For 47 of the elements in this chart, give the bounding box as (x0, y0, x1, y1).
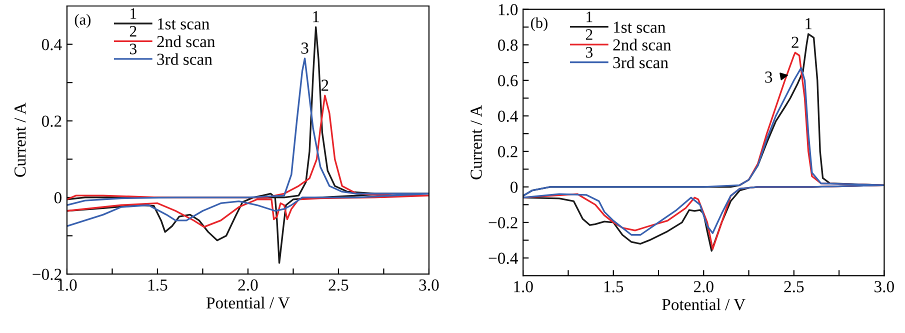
text: 3 (130, 44, 137, 54)
text: 2 (586, 29, 592, 40)
line-series (66, 94, 429, 228)
text: 1 (130, 8, 136, 19)
x-tick-label: 1.5 (604, 281, 624, 292)
legend-label: 1st scan (158, 18, 210, 30)
y-tick-label: 1.0 (498, 4, 518, 16)
y-axis-title: Current / A (470, 105, 482, 180)
chart-title: (b) (530, 17, 548, 32)
x-tick-label: 1.0 (514, 281, 533, 292)
legend-label: 1st scan (614, 22, 666, 33)
y-tick-label: 0.8 (498, 40, 518, 51)
y-tick-label: 0.6 (498, 75, 518, 86)
x-axis-title: Potential / V (206, 296, 290, 309)
x-tick-label: 2.0 (694, 281, 714, 292)
chart-title: (a) (74, 14, 90, 28)
y-tick-label: 0.4 (498, 110, 518, 122)
text: 3 (586, 47, 593, 58)
text: 1 (586, 12, 592, 22)
annotation: 2 (321, 80, 328, 91)
legend-label: 3rd scan (613, 56, 668, 68)
y-tick-label: 0.2 (498, 146, 518, 158)
x-tick-label: 3.0 (419, 279, 439, 291)
y-tick-label: −0.2 (32, 268, 62, 280)
annotation: 3 (301, 42, 308, 54)
x-tick-label: 2.0 (238, 279, 258, 291)
legend-label: 2nd scan (613, 38, 672, 51)
y-tick-label: 0 (510, 182, 518, 193)
x-tick-label: 1.5 (148, 279, 168, 291)
annotation: 2 (792, 36, 798, 48)
y-tick-label: 0 (54, 192, 62, 204)
legend-label: 3rd scan (157, 53, 212, 65)
x-tick-label: 3.0 (874, 281, 894, 292)
x-axis-title: Potential / V (662, 298, 746, 310)
y-tick-label: 0.2 (42, 116, 62, 127)
annotation: 1 (313, 11, 320, 22)
x-tick-label: 2.5 (328, 279, 348, 291)
x-tick-label: 1.0 (58, 279, 77, 291)
y-tick-label: −0.2 (488, 217, 518, 228)
x-tick-label: 2.5 (784, 281, 804, 292)
y-tick-label: 0.4 (42, 38, 62, 50)
y-axis-title: Current / A (14, 102, 26, 177)
legend-label: 2nd scan (157, 35, 216, 48)
annotation: 3 (765, 72, 772, 83)
y-tick-label: −0.4 (488, 252, 518, 264)
annotation: 1 (806, 18, 812, 30)
text: 2 (130, 26, 136, 36)
